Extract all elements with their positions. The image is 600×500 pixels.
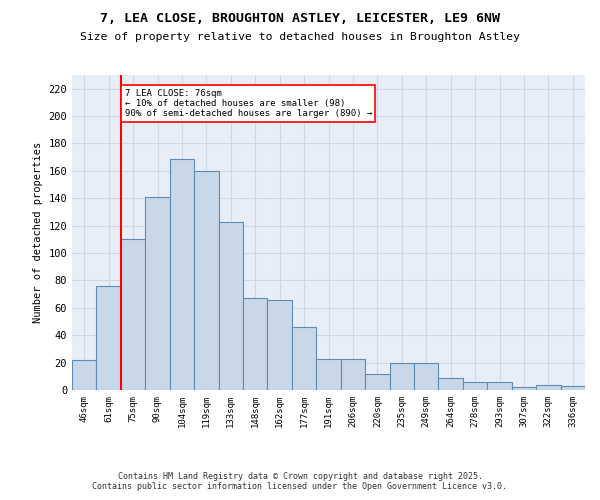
- Bar: [218, 222, 243, 390]
- Bar: [194, 171, 218, 390]
- Bar: [121, 240, 145, 390]
- Y-axis label: Number of detached properties: Number of detached properties: [33, 142, 43, 323]
- Bar: [243, 298, 268, 390]
- Bar: [97, 286, 121, 390]
- Bar: [512, 388, 536, 390]
- Bar: [316, 358, 341, 390]
- Bar: [72, 360, 97, 390]
- Bar: [292, 327, 316, 390]
- Bar: [170, 158, 194, 390]
- Bar: [365, 374, 389, 390]
- Text: Size of property relative to detached houses in Broughton Astley: Size of property relative to detached ho…: [80, 32, 520, 42]
- Bar: [341, 358, 365, 390]
- Text: Contains HM Land Registry data © Crown copyright and database right 2025.
Contai: Contains HM Land Registry data © Crown c…: [92, 472, 508, 491]
- Bar: [389, 362, 414, 390]
- Bar: [439, 378, 463, 390]
- Bar: [268, 300, 292, 390]
- Bar: [536, 384, 560, 390]
- Bar: [414, 362, 439, 390]
- Bar: [560, 386, 585, 390]
- Text: 7, LEA CLOSE, BROUGHTON ASTLEY, LEICESTER, LE9 6NW: 7, LEA CLOSE, BROUGHTON ASTLEY, LEICESTE…: [100, 12, 500, 26]
- Bar: [463, 382, 487, 390]
- Bar: [487, 382, 512, 390]
- Text: 7 LEA CLOSE: 76sqm
← 10% of detached houses are smaller (98)
90% of semi-detache: 7 LEA CLOSE: 76sqm ← 10% of detached hou…: [125, 88, 372, 118]
- Bar: [145, 197, 170, 390]
